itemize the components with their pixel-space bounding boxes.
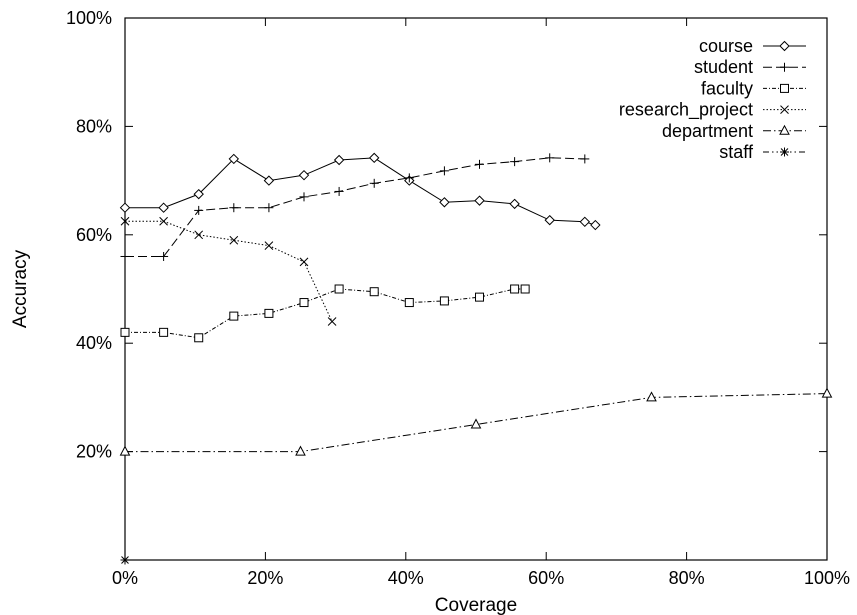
data-point: [475, 159, 485, 169]
data-point: [646, 391, 657, 402]
x-tick-label: 0%: [112, 568, 138, 588]
data-point: [439, 296, 449, 306]
legend-item: department: [662, 121, 806, 141]
data-point: [193, 188, 204, 200]
series-line: [125, 157, 585, 257]
data-point: [194, 333, 204, 343]
data-point: [470, 418, 482, 429]
data-point: [369, 287, 379, 297]
data-point: [120, 555, 130, 565]
data-point: [299, 257, 309, 267]
legend-swatch-marker: [780, 147, 789, 157]
data-point: [474, 195, 485, 206]
data-point: [439, 197, 450, 208]
series-research-project: [120, 216, 337, 326]
data-point: [119, 445, 131, 456]
data-point: [580, 154, 590, 164]
data-point: [333, 154, 345, 166]
legend-label: staff: [719, 142, 754, 162]
legend-item: research_project: [619, 100, 806, 121]
data-point: [298, 169, 310, 181]
data-point: [159, 327, 169, 337]
y-axis-title: Accuracy: [10, 249, 31, 328]
data-point: [327, 317, 337, 326]
x-tick-label: 40%: [388, 568, 424, 588]
legend-label: research_project: [619, 100, 753, 121]
legend-item: faculty: [701, 78, 806, 98]
y-tick-label: 80%: [76, 116, 112, 136]
data-point: [299, 298, 309, 308]
data-point: [369, 178, 379, 188]
legend-swatch-marker: [780, 105, 789, 114]
axis-tick-labels: 0% 20% 40% 60% 80% 100% 20% 40% 60% 80% 100%: [66, 8, 850, 588]
legend-label: faculty: [701, 78, 753, 98]
x-tick-label: 60%: [528, 568, 564, 588]
legend-swatch-marker: [780, 62, 789, 72]
data-point: [579, 216, 591, 227]
data-point: [544, 214, 555, 226]
data-point: [404, 173, 414, 183]
data-point: [264, 241, 274, 250]
data-point: [263, 175, 275, 186]
series-student: [120, 153, 590, 261]
data-point: [228, 153, 240, 165]
data-point: [159, 251, 169, 261]
legend: coursestudentfacultyresearch_projectdepa…: [619, 36, 806, 162]
x-axis-title: Coverage: [435, 595, 517, 615]
data-point: [590, 219, 601, 231]
y-tick-label: 40%: [76, 333, 112, 353]
data-point: [509, 198, 520, 210]
series-line: [125, 157, 596, 226]
data-point: [159, 216, 168, 226]
data-point: [158, 202, 169, 213]
legend-swatch-marker: [779, 124, 790, 135]
legend-label: student: [694, 57, 753, 77]
series-faculty: [120, 284, 530, 343]
series-line: [125, 288, 526, 339]
data-point: [520, 284, 530, 294]
data-point: [120, 327, 130, 337]
legend-swatch-marker: [780, 83, 789, 93]
data-point: [229, 203, 239, 213]
data-point: [545, 153, 555, 163]
data-point: [264, 308, 274, 318]
x-tick-label: 100%: [804, 568, 850, 588]
legend-item: course: [699, 36, 806, 56]
x-tick-label: 20%: [247, 568, 283, 588]
data-point: [120, 216, 130, 226]
data-point: [229, 235, 239, 245]
legend-label: department: [662, 121, 753, 141]
y-tick-label: 60%: [76, 225, 112, 245]
data-point: [475, 292, 485, 302]
y-tick-label: 100%: [66, 8, 112, 28]
data-point: [194, 230, 204, 240]
data-point: [369, 152, 380, 164]
series-staff: [120, 555, 130, 565]
data-point: [334, 284, 344, 294]
data-point: [295, 445, 306, 456]
data-point: [821, 387, 833, 398]
data-point: [119, 202, 131, 213]
data-point: [299, 192, 309, 202]
legend-label: course: [699, 36, 753, 56]
data-point: [510, 157, 520, 167]
x-tick-label: 80%: [669, 568, 705, 588]
data-point: [404, 298, 414, 308]
series-layer: [119, 152, 833, 565]
data-point: [334, 186, 344, 196]
data-point: [264, 203, 274, 213]
data-point: [229, 311, 239, 321]
legend-swatch-marker: [779, 40, 790, 52]
y-tick-label: 20%: [76, 442, 112, 462]
data-point: [120, 251, 130, 261]
data-point: [194, 205, 204, 215]
series-course: [119, 152, 601, 231]
data-point: [439, 166, 449, 176]
plot-frame: [124, 17, 828, 561]
legend-item: student: [694, 57, 806, 77]
data-point: [510, 284, 520, 294]
legend-item: staff: [719, 142, 806, 162]
series-department: [119, 387, 833, 456]
